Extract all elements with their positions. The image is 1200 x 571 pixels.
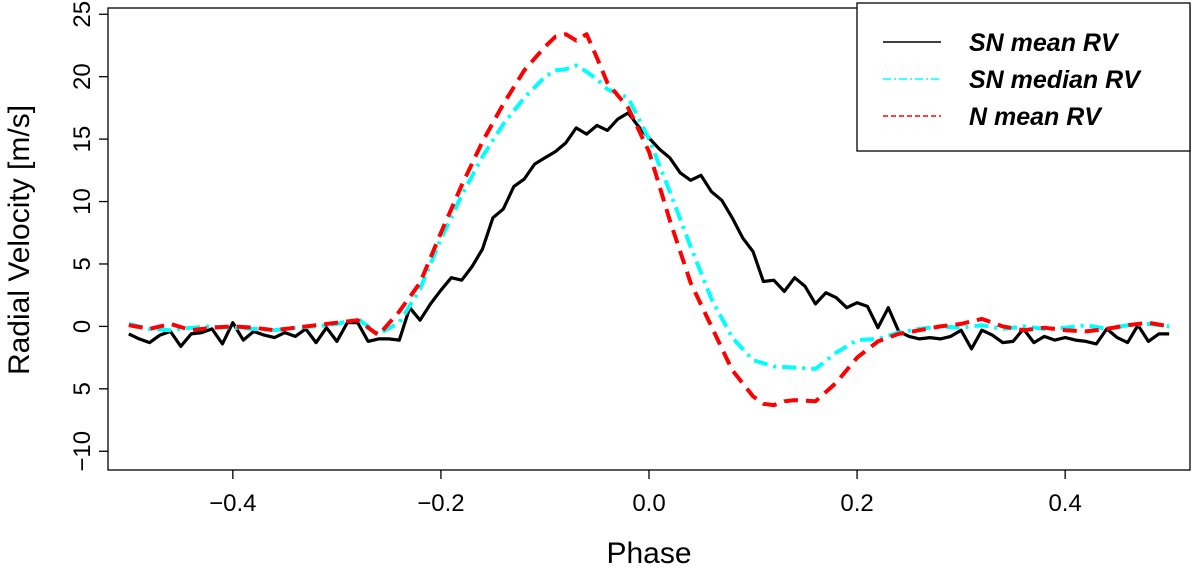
legend-label: SN mean RV — [969, 29, 1120, 57]
legend-box — [856, 2, 1191, 152]
x-tick-label: 0.4 — [1048, 490, 1081, 517]
series-line-n-mean-rv — [128, 32, 1170, 408]
y-tick-label: 5 — [69, 257, 96, 270]
y-axis: −10 5 0 5 10 15 20 25 — [69, 1, 108, 472]
x-tick-label: 0.0 — [632, 490, 665, 517]
y-tick-label: −10 — [69, 431, 96, 472]
x-axis: −0.4 −0.2 0.0 0.2 0.4 — [209, 470, 1082, 517]
x-tick-label: −0.2 — [417, 490, 464, 517]
x-axis-label: Phase — [606, 537, 691, 570]
y-tick-label: 20 — [69, 63, 96, 90]
plot-lines — [128, 32, 1170, 408]
y-tick-label: 0 — [69, 320, 96, 333]
y-tick-label: 15 — [69, 126, 96, 153]
y-tick-label: 10 — [69, 188, 96, 215]
legend: SN mean RV SN median RV N mean RV — [856, 2, 1191, 152]
x-tick-label: 0.2 — [840, 490, 873, 517]
y-axis-label: Radial Velocity [m/s] — [3, 105, 36, 375]
y-tick-label: 25 — [69, 1, 96, 28]
x-tick-label: −0.4 — [209, 490, 256, 517]
y-tick-label: 5 — [69, 382, 96, 395]
legend-label: SN median RV — [969, 66, 1142, 94]
legend-label: N mean RV — [969, 103, 1103, 131]
